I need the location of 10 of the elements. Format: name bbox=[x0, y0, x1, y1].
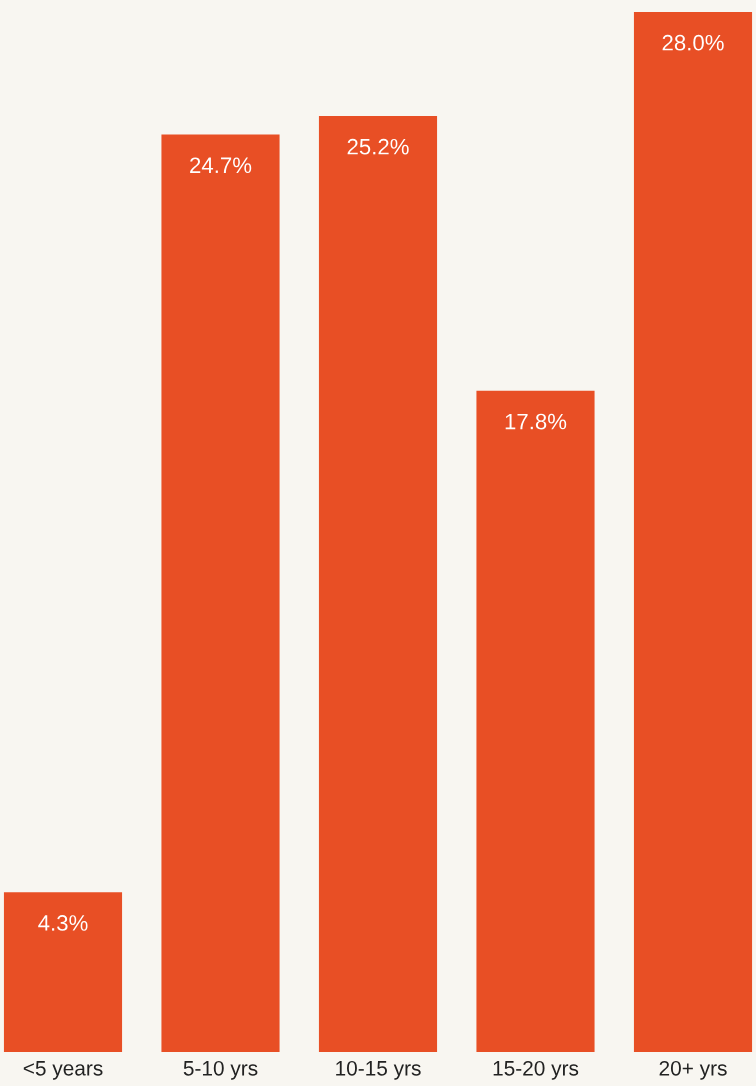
x-tick-label: 10-15 yrs bbox=[336, 1060, 421, 1080]
x-tick-label: 20+ yrs bbox=[659, 1060, 727, 1080]
x-tick-label: 15-20 yrs bbox=[493, 1060, 579, 1080]
data-label: 17.8% bbox=[505, 413, 567, 430]
data-label: 28.0% bbox=[662, 34, 724, 51]
x-tick-label: 5-10 yrs bbox=[183, 1060, 258, 1080]
data-label: 4.3% bbox=[38, 915, 88, 931]
x-tick-label: <5 years bbox=[23, 1061, 103, 1080]
data-label: 24.7% bbox=[190, 157, 252, 174]
data-label: 25.2% bbox=[347, 138, 409, 155]
